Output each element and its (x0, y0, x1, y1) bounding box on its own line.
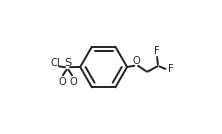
Text: Cl: Cl (51, 58, 61, 68)
Text: S: S (64, 58, 71, 68)
Text: F: F (154, 46, 160, 56)
Text: O: O (132, 56, 140, 66)
Text: O: O (58, 77, 66, 87)
Text: O: O (69, 77, 77, 87)
Text: F: F (168, 64, 173, 74)
